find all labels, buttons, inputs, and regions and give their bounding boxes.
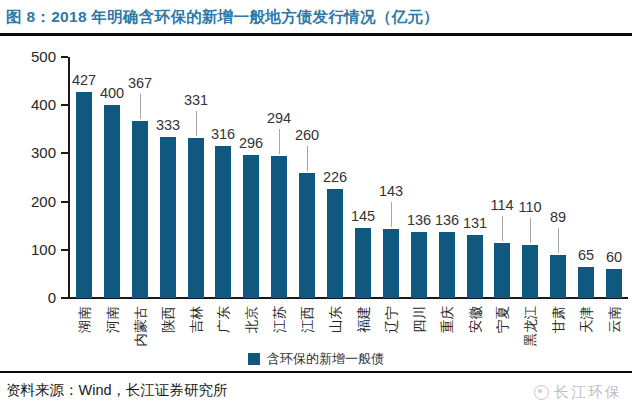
y-axis-label: 100 — [6, 241, 56, 259]
y-axis-tick — [61, 201, 68, 203]
chart-legend: 含环保的新增一般债 — [0, 350, 632, 367]
value-label: 331 — [173, 91, 219, 109]
y-axis-line — [68, 57, 70, 298]
brand-watermark: 长江环保 — [534, 383, 622, 402]
bar — [467, 235, 483, 298]
value-label: 143 — [368, 182, 414, 200]
value-label: 89 — [535, 208, 581, 226]
legend-label: 含环保的新增一般债 — [267, 350, 384, 368]
brand-watermark-label: 长江环保 — [554, 383, 622, 402]
y-axis-tick — [61, 104, 68, 106]
leader-line — [279, 129, 280, 154]
legend-marker-swatch — [248, 353, 260, 365]
bar — [383, 229, 399, 298]
bar — [411, 232, 427, 298]
bar — [188, 138, 204, 298]
y-axis-label: 500 — [6, 48, 56, 66]
bar — [243, 155, 259, 298]
bar — [104, 105, 120, 298]
value-label: 60 — [591, 248, 632, 266]
value-label: 367 — [117, 74, 163, 92]
y-axis-tick — [61, 56, 68, 58]
bar — [578, 267, 594, 298]
y-axis-tick — [61, 249, 68, 251]
bar — [271, 156, 287, 298]
changjiang-logo-icon — [534, 385, 549, 400]
bar-chart: 0100200300400500427湖南400河南367内蒙古333陕西331… — [0, 0, 632, 372]
leader-line — [196, 111, 197, 136]
bar — [522, 245, 538, 298]
value-label: 145 — [340, 207, 386, 225]
value-label: 294 — [256, 109, 302, 127]
bar — [606, 269, 622, 298]
bar — [494, 243, 510, 298]
leader-line — [391, 202, 392, 227]
figure-panel: 图 8：2018 年明确含环保的新增一般地方债发行情况（亿元） 01002003… — [0, 0, 632, 417]
leader-line — [140, 94, 141, 119]
y-axis-tick — [61, 297, 68, 299]
bar — [76, 92, 92, 298]
bar — [355, 228, 371, 298]
source-note: 资料来源：Wind，长江证券研究所 — [6, 381, 228, 400]
bar — [327, 189, 343, 298]
bar — [132, 121, 148, 298]
value-label: 333 — [145, 116, 191, 134]
y-axis-label: 200 — [6, 193, 56, 211]
y-axis-label: 0 — [6, 289, 56, 307]
bar — [215, 146, 231, 298]
x-axis-line — [68, 297, 628, 299]
bar — [299, 173, 315, 298]
value-label: 131 — [452, 214, 498, 232]
value-label: 226 — [312, 168, 358, 186]
footer-divider — [0, 371, 632, 373]
value-label: 260 — [284, 126, 330, 144]
y-axis-label: 400 — [6, 96, 56, 114]
leader-line — [502, 216, 503, 241]
value-label: 296 — [228, 134, 274, 152]
bar — [160, 137, 176, 298]
leader-line — [307, 146, 308, 171]
y-axis-tick — [61, 152, 68, 154]
leader-line — [530, 218, 531, 243]
bar — [439, 232, 455, 298]
leader-line — [558, 228, 559, 253]
y-axis-label: 300 — [6, 144, 56, 162]
